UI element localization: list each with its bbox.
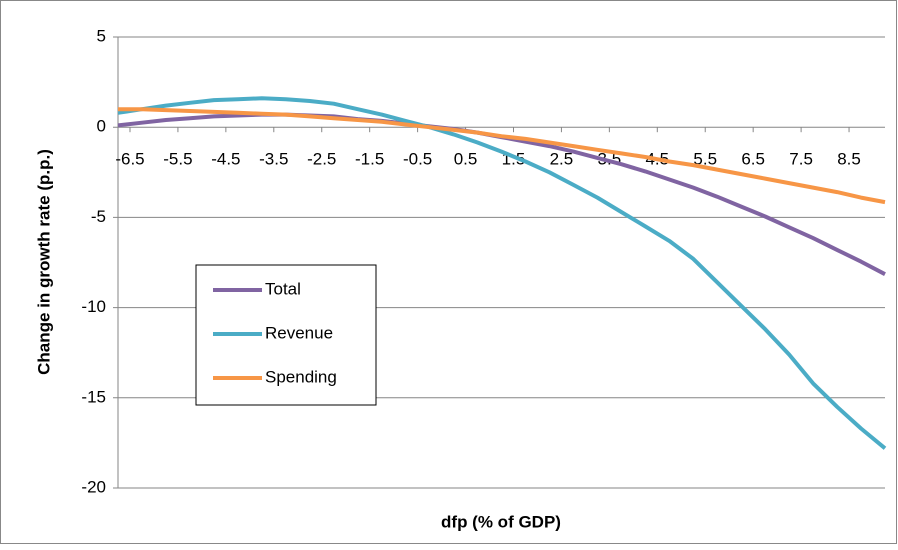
x-tick-label: 5.5	[693, 150, 717, 169]
y-tick-label: -10	[81, 297, 106, 316]
y-tick-label: 5	[97, 26, 106, 45]
legend-label: Total	[265, 279, 301, 298]
x-tick-label: -6.5	[115, 150, 144, 169]
x-tick-label: 0.5	[454, 150, 478, 169]
x-tick-label: -5.5	[163, 150, 192, 169]
y-tick-label: -20	[81, 477, 106, 496]
legend-label: Spending	[265, 367, 337, 386]
x-tick-label: 6.5	[741, 150, 765, 169]
y-axis-label: Change in growth rate (p.p.)	[34, 149, 53, 375]
y-tick-label: -5	[91, 207, 106, 226]
x-tick-label: 7.5	[789, 150, 813, 169]
x-tick-label: -2.5	[307, 150, 336, 169]
series-line	[117, 96, 887, 450]
x-tick-label: -4.5	[211, 150, 240, 169]
y-tick-label: 0	[97, 117, 106, 136]
x-tick-label: -0.5	[403, 150, 432, 169]
x-axis-label: dfp (% of GDP)	[441, 512, 561, 531]
y-tick-label: -15	[81, 387, 106, 406]
x-tick-label: 2.5	[550, 150, 574, 169]
legend-label: Revenue	[265, 323, 333, 342]
x-tick-label: -3.5	[259, 150, 288, 169]
x-tick-label: -1.5	[355, 150, 384, 169]
x-tick-label: 8.5	[837, 150, 861, 169]
series-line	[118, 107, 886, 205]
